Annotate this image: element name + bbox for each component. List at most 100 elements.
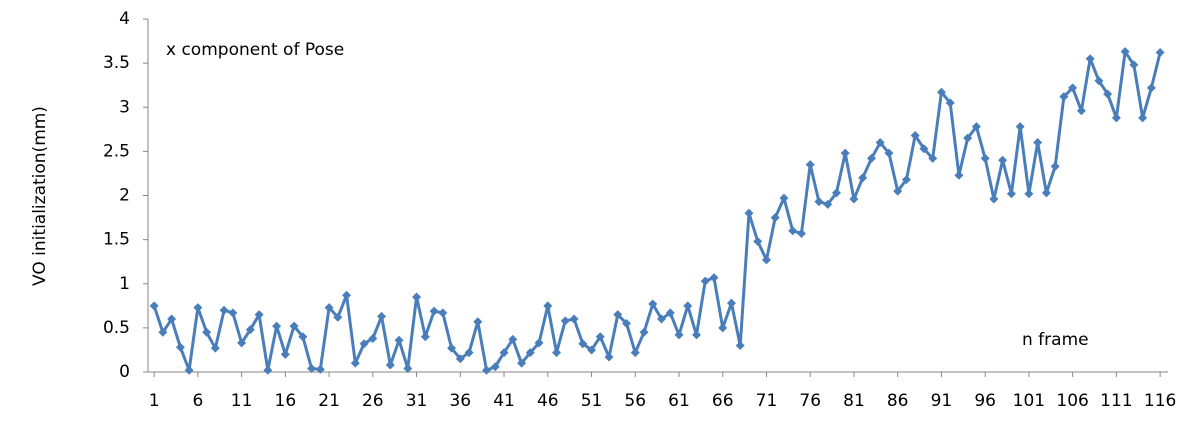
point: [333, 312, 343, 322]
point: [928, 153, 938, 163]
point: [613, 310, 623, 320]
point: [893, 186, 903, 196]
point: [823, 199, 833, 209]
point: [1085, 54, 1095, 64]
x-tick-label: 41: [493, 391, 515, 411]
point: [1138, 113, 1148, 123]
point: [683, 301, 693, 311]
x-tick-label: 71: [756, 391, 778, 411]
point: [202, 327, 212, 337]
x-tick-label: 26: [362, 391, 384, 411]
point: [919, 144, 929, 154]
point: [770, 213, 780, 223]
point: [193, 303, 203, 313]
point: [324, 303, 334, 313]
point: [840, 148, 850, 158]
x-tick-label: 66: [712, 391, 734, 411]
point: [1111, 113, 1121, 123]
x-tick-label: 11: [231, 391, 253, 411]
point: [936, 87, 946, 97]
x-tick-label: 96: [974, 391, 996, 411]
point: [315, 364, 325, 374]
point: [578, 339, 588, 349]
point: [980, 153, 990, 163]
x-tick-label: 106: [1056, 391, 1088, 411]
x-tick-label: 116: [1144, 391, 1176, 411]
x-tick-label: 16: [275, 391, 297, 411]
point: [1129, 60, 1139, 70]
point: [1155, 48, 1165, 58]
point: [910, 130, 920, 140]
point: [998, 155, 1008, 165]
point: [779, 193, 789, 203]
x-tick-label: 46: [537, 391, 559, 411]
point: [665, 308, 675, 318]
point: [726, 298, 736, 308]
x-tick-label: 111: [1100, 391, 1132, 411]
point: [1076, 106, 1086, 116]
point: [1059, 92, 1069, 102]
x-tick-label: 91: [931, 391, 953, 411]
point: [298, 332, 308, 342]
point: [604, 352, 614, 362]
point: [534, 338, 544, 348]
point: [805, 160, 815, 170]
point: [1006, 189, 1016, 199]
point: [552, 348, 562, 358]
point: [971, 122, 981, 132]
point: [210, 343, 220, 353]
y-axis-label: VO initialization(mm): [30, 106, 50, 286]
point: [237, 338, 247, 348]
point: [1094, 76, 1104, 86]
point: [377, 311, 387, 321]
point: [901, 175, 911, 185]
x-tick-label: 6: [192, 391, 203, 411]
point: [385, 360, 395, 370]
x-tick-label: 31: [406, 391, 428, 411]
y-tick-label: 1: [119, 274, 130, 294]
y-tick-label: 0.5: [103, 318, 130, 338]
point: [403, 363, 413, 373]
point: [1033, 138, 1043, 148]
point: [342, 290, 352, 300]
point: [963, 133, 973, 143]
point: [858, 173, 868, 183]
point: [455, 354, 465, 364]
point: [831, 188, 841, 198]
point: [560, 316, 570, 326]
point: [1103, 89, 1113, 99]
point: [473, 317, 483, 327]
point: [272, 321, 282, 331]
point: [744, 208, 754, 218]
point: [167, 314, 177, 324]
point: [648, 299, 658, 309]
point: [525, 348, 535, 358]
annotation: x component of Pose: [166, 40, 344, 60]
point: [508, 334, 518, 344]
point: [412, 292, 422, 302]
point: [1041, 188, 1051, 198]
point: [622, 318, 632, 328]
y-tick-label: 2: [119, 186, 130, 206]
point: [788, 226, 798, 236]
point: [796, 228, 806, 238]
annotation: n frame: [1022, 330, 1089, 350]
point: [350, 358, 360, 368]
point: [307, 363, 317, 373]
x-tick-label: 101: [1013, 391, 1045, 411]
point: [499, 348, 509, 358]
point: [1068, 83, 1078, 93]
point: [945, 98, 955, 108]
point: [954, 170, 964, 180]
line: [152, 50, 1162, 372]
point: [394, 335, 404, 345]
point: [709, 273, 719, 283]
y-tick-label: 2.5: [103, 141, 130, 161]
point: [482, 365, 492, 375]
point: [438, 308, 448, 318]
y-tick-label: 1.5: [103, 230, 130, 250]
point: [814, 197, 824, 207]
point: [490, 362, 500, 372]
point: [543, 301, 553, 311]
x-tick-label: 51: [581, 391, 603, 411]
